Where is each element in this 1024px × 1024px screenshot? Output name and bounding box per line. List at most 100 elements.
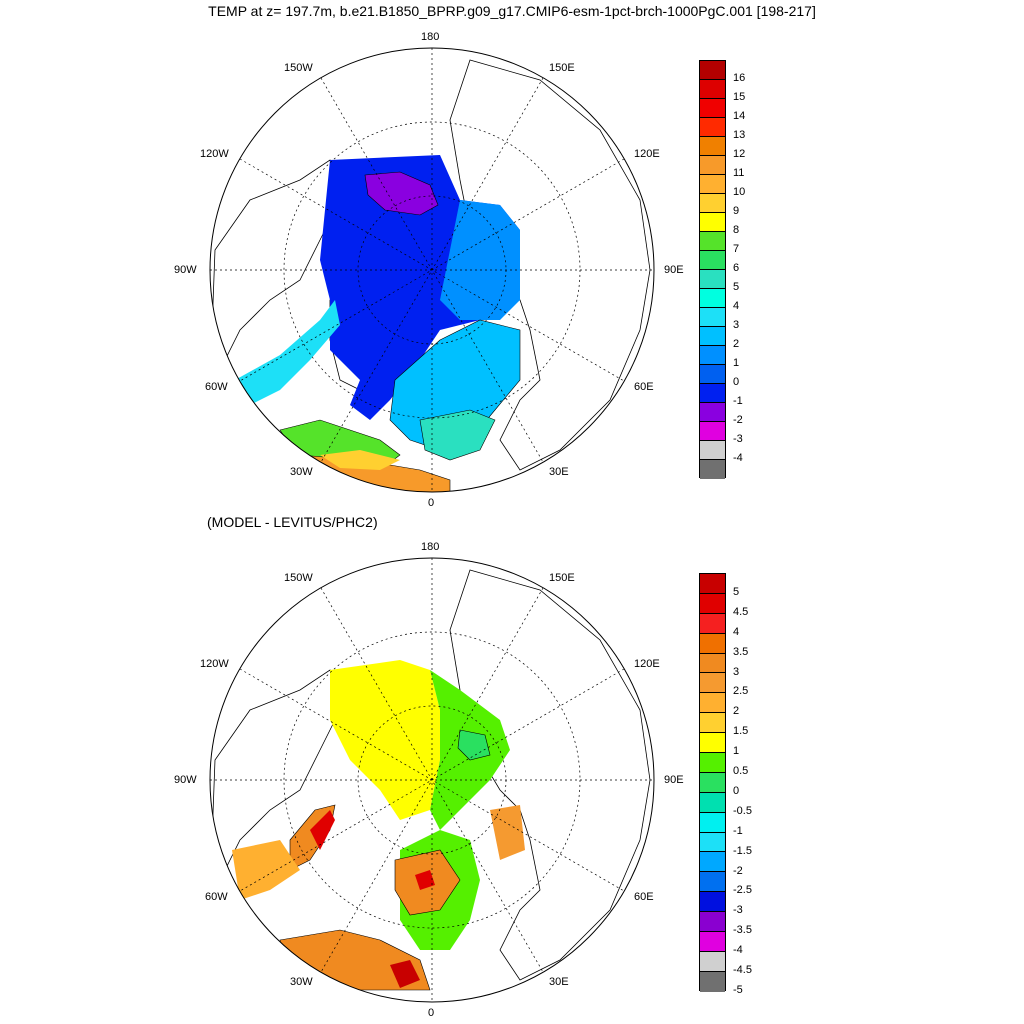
lon-label-30w: 30W — [290, 976, 313, 988]
colorbar-level-label: 13 — [733, 129, 746, 141]
colorbar-level-label: -1 — [733, 824, 743, 837]
colorbar-level-label: -5 — [733, 984, 743, 996]
colorbar-level-label: 10 — [733, 186, 746, 198]
colorbar-level-label: -4.5 — [733, 964, 752, 977]
colorbar-level-label: 3.5 — [733, 645, 749, 658]
colorbar-swatch — [700, 156, 725, 175]
eurasian-basin-field — [440, 200, 520, 320]
lon-label-30w: 30W — [290, 466, 313, 478]
colorbar-swatch — [700, 951, 725, 972]
colorbar-level-label: -0.5 — [733, 804, 752, 817]
colorbar-level-label: 4 — [733, 625, 740, 638]
lon-label-150e: 150E — [549, 62, 575, 74]
colorbar-level-label: 16 — [733, 72, 746, 84]
colorbar-level-label: 0 — [733, 784, 740, 797]
colorbar-level-label: 12 — [733, 148, 746, 160]
colorbar-swatch — [700, 971, 725, 992]
colorbar-swatch — [700, 633, 725, 654]
colorbar-level-label: 7 — [733, 243, 740, 255]
colorbar-swatch — [700, 653, 725, 674]
colorbar-level-label: 3 — [733, 665, 740, 678]
labrador-sea-field — [235, 300, 340, 410]
colorbar-swatch — [700, 80, 725, 99]
atlantic-yellow-field — [320, 450, 400, 470]
cold-core-field — [364, 171, 439, 216]
colorbar-swatch — [700, 613, 725, 634]
colorbar-level-label: 0 — [733, 376, 740, 388]
colorbar-swatch — [700, 673, 725, 694]
colorbar-level-label: -2 — [733, 414, 743, 426]
lon-label-0: 0 — [428, 1007, 435, 1019]
lon-label-180: 180 — [421, 31, 440, 43]
colorbar-level-label: -1 — [733, 395, 743, 407]
top-polar-map — [209, 47, 655, 493]
colorbar-swatch — [700, 422, 725, 441]
lon-label-60e: 60E — [634, 891, 654, 903]
colorbar-level-label: -2 — [733, 864, 743, 877]
colorbar-swatch — [700, 574, 725, 594]
colorbar-swatch — [700, 365, 725, 384]
colorbar-swatch — [700, 403, 725, 422]
colorbar-swatch — [700, 308, 725, 327]
colorbar-swatch — [700, 932, 725, 952]
nordic-hot-core — [415, 870, 435, 890]
bottom-colorbar — [699, 573, 726, 992]
barents-warm-field — [490, 805, 525, 860]
colorbar-swatch — [700, 384, 725, 403]
lon-label-120w: 120W — [200, 658, 229, 670]
colorbar-level-label: 0.5 — [733, 765, 749, 778]
lon-label-90e: 90E — [664, 264, 684, 276]
colorbar-swatch — [700, 327, 725, 346]
lon-label-150w: 150W — [284, 62, 313, 74]
colorbar-level-label: -1.5 — [733, 844, 752, 857]
colorbar-level-label: 9 — [733, 205, 740, 217]
colorbar-level-label: 8 — [733, 224, 740, 236]
colorbar-level-label: 1 — [733, 357, 740, 369]
figure-title: TEMP at z= 197.7m, b.e21.B1850_BPRP.g09_… — [208, 3, 816, 19]
lon-label-60w: 60W — [205, 381, 228, 393]
colorbar-swatch — [700, 118, 725, 137]
colorbar-swatch — [700, 441, 725, 460]
colorbar-swatch — [700, 912, 725, 933]
colorbar-level-label: 2 — [733, 705, 740, 718]
lon-label-90w: 90W — [174, 774, 197, 786]
colorbar-swatch — [700, 270, 725, 289]
colorbar-level-label: 5 — [733, 585, 740, 598]
colorbar-swatch — [700, 99, 725, 118]
colorbar-level-label: -3.5 — [733, 924, 752, 937]
lon-label-150w: 150W — [284, 572, 313, 584]
lon-label-60e: 60E — [634, 381, 654, 393]
colorbar-swatch — [700, 812, 725, 833]
colorbar-level-label: 5 — [733, 281, 740, 293]
lon-label-120e: 120E — [634, 148, 660, 160]
colorbar-level-label: 14 — [733, 110, 746, 122]
colorbar-level-label: -2.5 — [733, 884, 752, 897]
lon-label-120e: 120E — [634, 658, 660, 670]
colorbar-swatch — [700, 792, 725, 813]
lon-label-30e: 30E — [549, 466, 569, 478]
colorbar-level-label: 1.5 — [733, 725, 749, 738]
lon-label-60w: 60W — [205, 891, 228, 903]
colorbar-swatch — [700, 213, 725, 232]
colorbar-swatch — [700, 175, 725, 194]
bottom-map-panel: 180 0 90W 90E 150W 150E 120W 120E 60W 60… — [0, 510, 1024, 1019]
colorbar-level-label: 6 — [733, 262, 740, 274]
colorbar-level-label: -3 — [733, 904, 743, 917]
lon-label-120w: 120W — [200, 148, 229, 160]
colorbar-level-label: -4 — [733, 944, 743, 957]
colorbar-swatch — [700, 753, 725, 773]
colorbar-level-label: 4.5 — [733, 605, 749, 618]
colorbar-swatch — [700, 346, 725, 365]
colorbar-swatch — [700, 194, 725, 213]
baffin-red-field — [310, 810, 335, 850]
colorbar-swatch — [700, 61, 725, 80]
lon-label-150e: 150E — [549, 572, 575, 584]
top-map-panel: 180 0 90W 90E 150W 150E 120W 120E 60W 60… — [0, 0, 1024, 509]
arctic-yellow-field — [330, 660, 440, 820]
colorbar-swatch — [700, 289, 725, 308]
colorbar-swatch — [700, 892, 725, 913]
colorbar-swatch — [700, 137, 725, 156]
colorbar-swatch — [700, 832, 725, 853]
colorbar-swatch — [700, 693, 725, 714]
lon-label-90w: 90W — [174, 264, 197, 276]
